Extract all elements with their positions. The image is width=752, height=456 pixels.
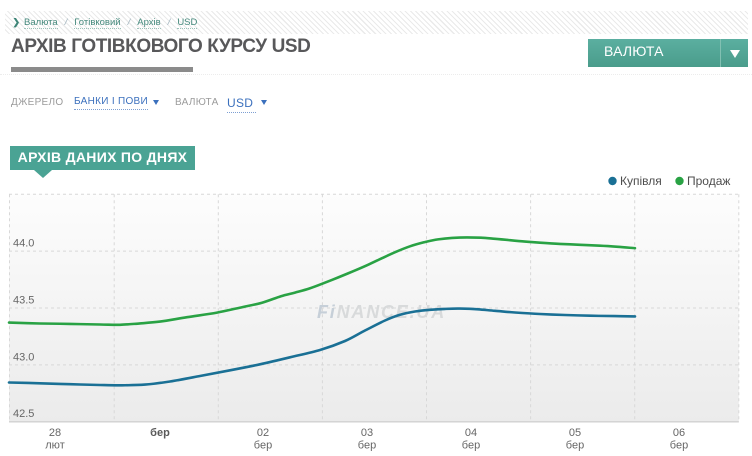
svg-text:06: 06 <box>673 427 685 439</box>
svg-text:28: 28 <box>49 427 61 439</box>
svg-text:бер: бер <box>254 440 272 452</box>
svg-text:Продаж: Продаж <box>687 174 730 188</box>
svg-text:42.5: 42.5 <box>13 408 34 420</box>
svg-text:лют: лют <box>45 440 64 452</box>
svg-text:44.0: 44.0 <box>13 238 34 250</box>
svg-text:02: 02 <box>257 427 269 439</box>
svg-text:43.0: 43.0 <box>13 351 34 363</box>
svg-text:бер: бер <box>358 440 376 452</box>
svg-text:Купівля: Купівля <box>620 174 662 188</box>
svg-text:FiNANCE.UA: FiNANCE.UA <box>317 302 446 322</box>
svg-text:43.5: 43.5 <box>13 294 34 306</box>
svg-text:04: 04 <box>465 427 477 439</box>
svg-text:05: 05 <box>569 427 581 439</box>
svg-text:бер: бер <box>150 427 170 439</box>
svg-text:03: 03 <box>361 427 373 439</box>
svg-text:бер: бер <box>462 440 480 452</box>
svg-text:бер: бер <box>670 440 688 452</box>
svg-text:бер: бер <box>566 440 584 452</box>
